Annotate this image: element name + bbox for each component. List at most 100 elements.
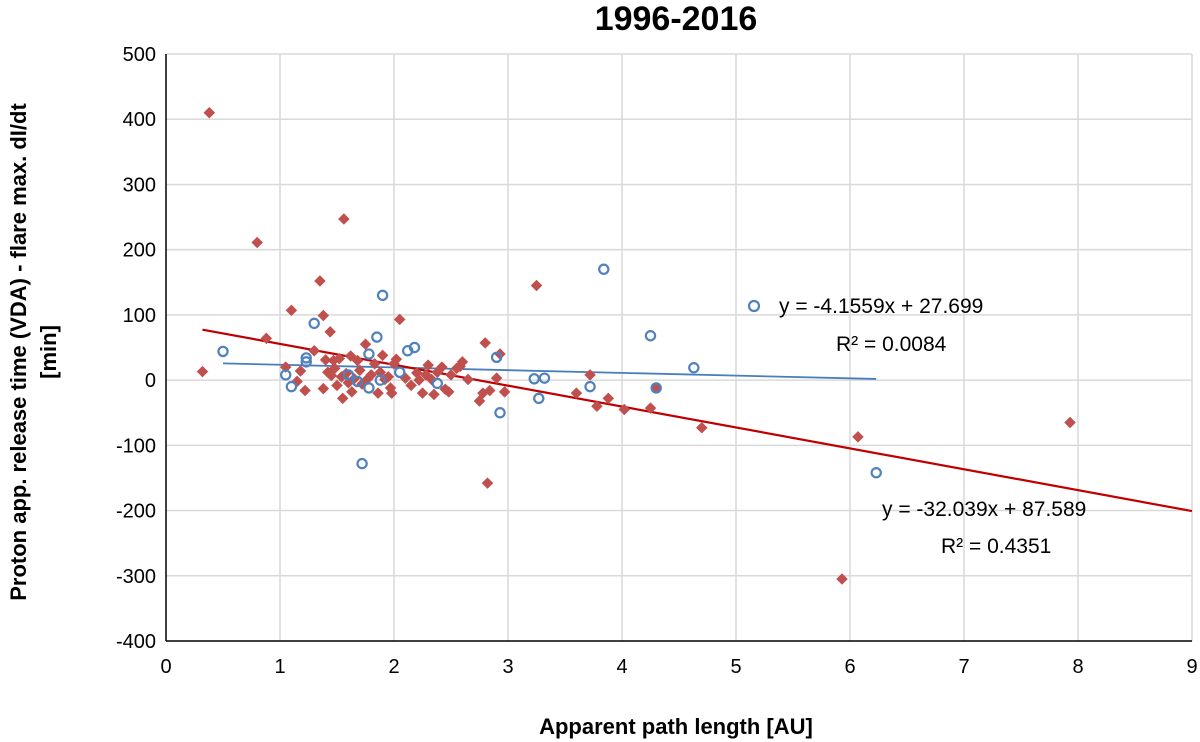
red-diamond-point bbox=[203, 106, 216, 119]
red-diamond-point bbox=[294, 365, 307, 377]
y-axis-label-line2: [min] bbox=[36, 325, 61, 379]
y-tick-label: 200 bbox=[123, 240, 156, 262]
red-diamond-point bbox=[481, 477, 494, 490]
blue-circle-point bbox=[584, 380, 596, 393]
red-diamond-point bbox=[333, 352, 346, 365]
red-diamond-point bbox=[393, 313, 406, 326]
red-diamond-point bbox=[422, 359, 435, 371]
red-diamond-point bbox=[317, 309, 330, 322]
red-diamond-point bbox=[351, 354, 364, 367]
blue-legend-marker bbox=[747, 299, 761, 313]
blue-trendline-r2: R² = 0.0084 bbox=[836, 333, 947, 356]
red-diamond-point bbox=[314, 275, 326, 287]
red-diamond-point bbox=[319, 354, 332, 366]
blue-circle-point bbox=[342, 369, 355, 381]
red-diamond-point bbox=[324, 325, 337, 338]
grid-lines bbox=[166, 53, 1193, 641]
blue-circle-point bbox=[528, 373, 540, 385]
x-tick-label: 7 bbox=[958, 656, 969, 678]
red-diamond-point bbox=[570, 387, 583, 400]
red-diamond-point bbox=[618, 403, 631, 416]
red-diamond-point bbox=[317, 382, 330, 395]
x-tick-label: 0 bbox=[160, 656, 171, 678]
tick-labels: 0 1 2 3 4 5 6 7 8 9 500 400 300 200 100 0 -100 -200 -300 -4… bbox=[116, 44, 1198, 678]
y-axis-label: Proton app. release time (VDA) - flare m… bbox=[6, 103, 61, 601]
y-tick-label: -200 bbox=[116, 501, 156, 523]
blue-circle-point bbox=[308, 317, 320, 330]
red-diamond-point bbox=[279, 361, 292, 373]
x-tick-label: 6 bbox=[844, 656, 855, 678]
x-tick-label: 5 bbox=[730, 656, 741, 678]
y-tick-label: -100 bbox=[116, 435, 156, 457]
red-diamond-point bbox=[428, 388, 440, 401]
red-diamond-point bbox=[483, 384, 496, 397]
blue-circle-point bbox=[533, 392, 545, 405]
x-tick-label: 3 bbox=[502, 656, 513, 678]
blue-circle-point bbox=[494, 407, 506, 419]
red-diamond-point bbox=[445, 369, 457, 381]
x-axis-label: Apparent path length [AU] bbox=[539, 714, 813, 739]
red-diamond-point bbox=[328, 362, 341, 375]
red-diamond-point bbox=[436, 361, 448, 373]
red-diamond-point bbox=[530, 279, 543, 292]
x-tick-label: 1 bbox=[274, 656, 285, 678]
red-diamond-point bbox=[456, 355, 469, 368]
red-diamond-point bbox=[359, 338, 372, 351]
y-tick-label: 0 bbox=[145, 370, 156, 392]
blue-circle-point bbox=[374, 374, 387, 386]
red-diamond-point bbox=[376, 349, 389, 362]
blue-circle-point bbox=[650, 382, 662, 394]
red-diamond-point bbox=[413, 374, 425, 386]
y-tick-label: 500 bbox=[123, 44, 156, 66]
blue-circle-point bbox=[363, 348, 375, 360]
blue-circle-point bbox=[870, 467, 882, 479]
red-diamond-point bbox=[490, 372, 503, 385]
blue-trendline-equation: y = -4.1559x + 27.699 bbox=[779, 295, 983, 318]
red-diamond-point bbox=[336, 392, 349, 405]
blue-circle-point bbox=[538, 372, 551, 384]
blue-circle-point bbox=[394, 366, 406, 378]
chart-title: 1996-2016 bbox=[595, 0, 758, 38]
blue-circle-point bbox=[376, 289, 389, 302]
red-diamond-point bbox=[442, 385, 455, 398]
red-diamond-point bbox=[416, 387, 429, 400]
red-diamond-point bbox=[644, 402, 657, 415]
red-diamond-point bbox=[196, 365, 209, 378]
blue-circle-point bbox=[431, 377, 444, 390]
red-diamond-point bbox=[602, 392, 615, 405]
x-tick-label: 8 bbox=[1072, 656, 1083, 678]
y-tick-label: 100 bbox=[123, 305, 156, 327]
red-diamond-point bbox=[345, 385, 358, 398]
red-diamond-point bbox=[308, 344, 321, 357]
red-diamond-point bbox=[299, 384, 311, 397]
red-diamond-point bbox=[498, 385, 511, 398]
blue-circle-point bbox=[644, 330, 657, 342]
blue-circle-point bbox=[217, 345, 229, 358]
red-diamond-point bbox=[836, 573, 848, 585]
red-diamonds-trendline bbox=[202, 328, 1193, 513]
x-tick-label: 4 bbox=[616, 656, 627, 678]
blue-circle-point bbox=[356, 457, 368, 470]
blue-circle-point bbox=[363, 382, 375, 394]
blue-circle-point bbox=[285, 380, 298, 393]
blue-circle-point bbox=[371, 331, 383, 343]
y-axis-label-line1: Proton app. release time (VDA) - flare m… bbox=[6, 103, 31, 601]
red-diamond-point bbox=[695, 421, 708, 434]
red-diamond-point bbox=[584, 369, 596, 381]
red-trendline-r2: R² = 0.4351 bbox=[941, 535, 1051, 558]
red-diamond-point bbox=[591, 400, 603, 413]
red-diamond-point bbox=[390, 353, 403, 366]
blue-circle-point bbox=[351, 375, 364, 388]
red-diamond-point bbox=[365, 369, 378, 381]
blue-circle-point bbox=[280, 369, 292, 381]
red-diamond-point bbox=[344, 350, 357, 362]
y-tick-label: -400 bbox=[116, 631, 156, 653]
y-tick-label: -300 bbox=[116, 566, 156, 588]
red-diamond-point bbox=[337, 213, 350, 225]
red-diamond-point bbox=[479, 337, 492, 349]
blue-circle-point bbox=[408, 341, 421, 354]
red-diamond-point bbox=[462, 373, 474, 386]
red-diamond-point bbox=[260, 332, 273, 345]
red-trendline-equation: y = -32.039x + 87.589 bbox=[882, 498, 1086, 521]
